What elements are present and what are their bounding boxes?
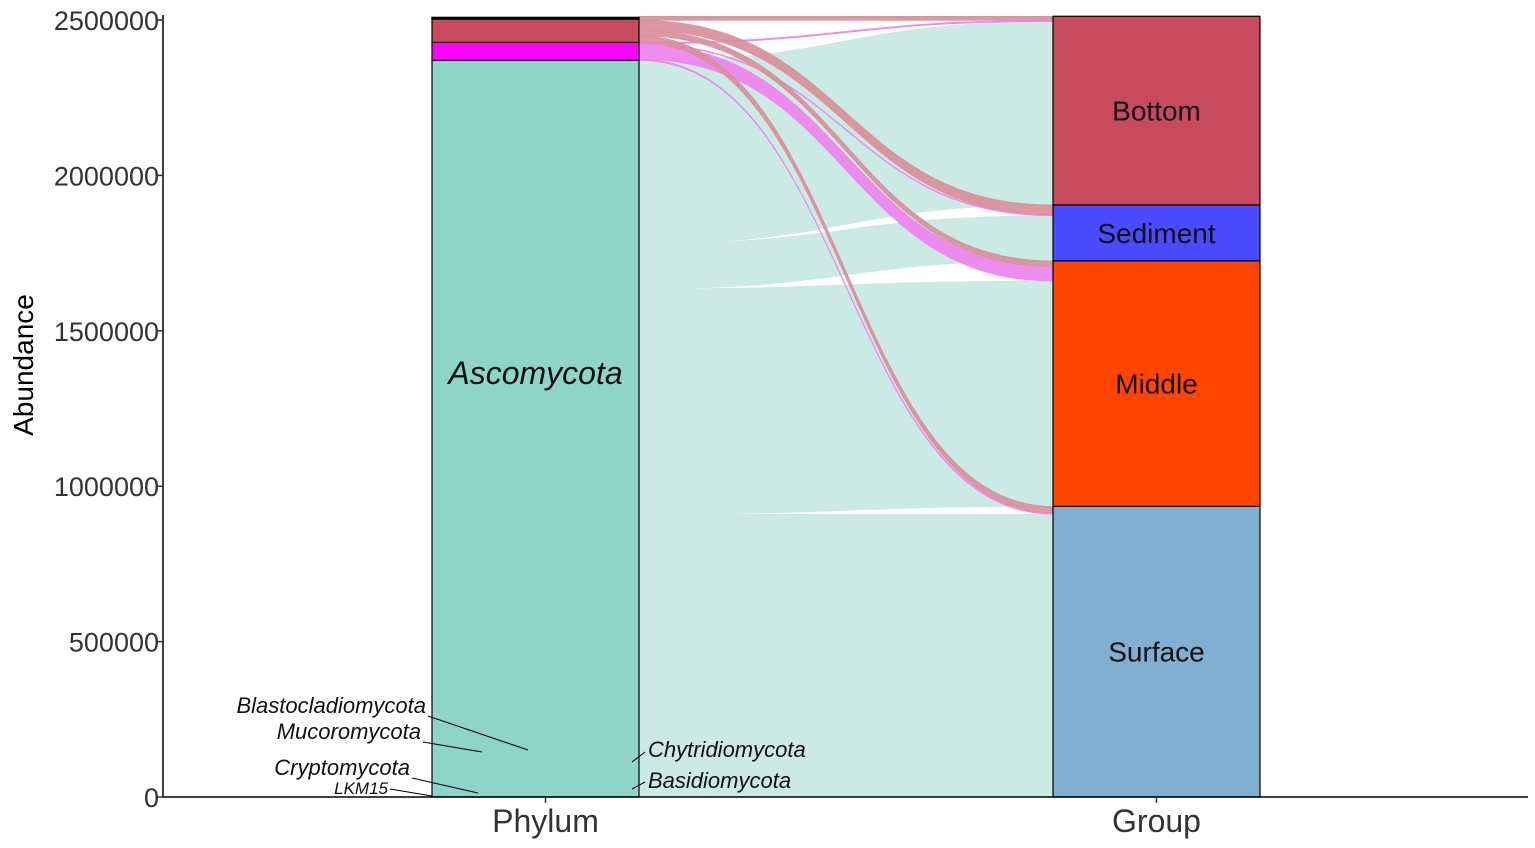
stratum-label-ascomycota: Ascomycota: [446, 355, 622, 391]
flow-ascomycota-to-middle: [638, 280, 1054, 515]
axes-layer: 0 500000 1000000 1500000 2000000 2500000 Abund…: [8, 6, 1528, 839]
stratum-label-sediment: Sediment: [1097, 218, 1216, 249]
labels-layer: Surface Middle Sediment Bottom Ascomycota Chy…: [236, 96, 1215, 798]
y-axis-title: Abundance: [8, 294, 39, 436]
stratum-basidiomycota: [431, 18, 640, 43]
stratum-label-blastocladiomycota: Blastocladiomycota: [236, 693, 426, 718]
stratum-label-lkm15: LKM15: [334, 779, 388, 798]
stratum-bottom: [1052, 15, 1261, 206]
y-tick-label-0: 0: [144, 783, 159, 813]
flows-layer: [638, 15, 1054, 798]
leader-mucoromycota: [422, 741, 483, 753]
stratum-middle: [1052, 260, 1261, 508]
stratum-label-cryptomycota: Cryptomycota: [274, 755, 410, 780]
stratum-label-middle: Middle: [1115, 369, 1197, 400]
stratum-label-surface: Surface: [1108, 637, 1205, 668]
y-tick-label-500000: 500000: [69, 628, 159, 658]
leader-lkm15: [389, 788, 433, 797]
stratum-lkm15: [431, 16, 640, 19]
leader-basidiomycota: [631, 781, 646, 790]
x-tick-label-phylum: Phylum: [492, 803, 599, 839]
stratum-ascomycota: [431, 59, 640, 798]
strata-layer: [431, 15, 1261, 798]
y-tick-label-2500000: 2500000: [54, 6, 159, 36]
leader-chytridiomycota: [631, 751, 646, 763]
stratum-label-bottom: Bottom: [1112, 96, 1201, 127]
stratum-label-mucoromycota: Mucoromycota: [277, 719, 421, 744]
flow-basidiomycota-to-bottom: [638, 15, 1054, 21]
stratum-label-basidiomycota: Basidiomycota: [648, 768, 791, 793]
y-tick-label-1500000: 1500000: [54, 317, 159, 347]
leader-cryptomycota: [411, 777, 479, 794]
x-tick-label-group: Group: [1112, 803, 1201, 839]
leader-blastocladiomycota: [427, 715, 529, 751]
stratum-chytridiomycota: [431, 41, 640, 62]
stratum-sediment: [1052, 204, 1261, 262]
y-tick-label-2000000: 2000000: [54, 161, 159, 191]
stratum-label-chytridiomycota: Chytridiomycota: [648, 737, 806, 762]
y-tick-label-1000000: 1000000: [54, 472, 159, 502]
